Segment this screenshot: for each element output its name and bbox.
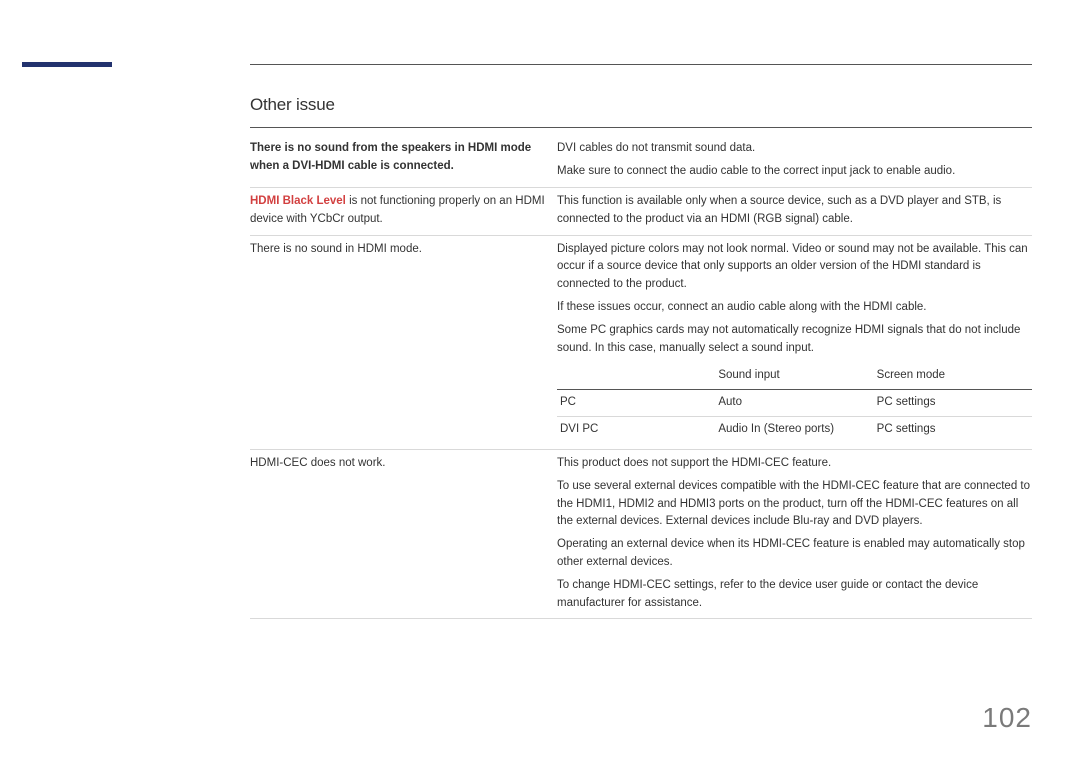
answer-cell: This function is available only when a s…	[557, 193, 1032, 229]
issue-text-highlight: HDMI Black Level	[250, 195, 346, 207]
answer-paragraph: To use several external devices compatib…	[557, 478, 1032, 531]
answer-paragraph: Displayed picture colors may not look no…	[557, 241, 1032, 294]
answer-cell: DVI cables do not transmit sound data. M…	[557, 140, 1032, 181]
table-row: PC Auto PC settings	[557, 390, 1032, 417]
table-cell: DVI PC	[557, 417, 715, 443]
answer-paragraph: This product does not support the HDMI-C…	[557, 455, 1032, 473]
table-cell: Audio In (Stereo ports)	[715, 417, 873, 443]
table-row: DVI PC Audio In (Stereo ports) PC settin…	[557, 417, 1032, 443]
issue-cell: HDMI Black Level is not functioning prop…	[250, 193, 557, 229]
issue-row: There is no sound in HDMI mode. Displaye…	[250, 236, 1032, 450]
issue-row: HDMI Black Level is not functioning prop…	[250, 188, 1032, 236]
issue-text: HDMI-CEC does not work.	[250, 457, 385, 469]
issue-row: There is no sound from the speakers in H…	[250, 135, 1032, 188]
table-cell: PC settings	[874, 417, 1032, 443]
content-area: Other issue There is no sound from the s…	[250, 92, 1032, 619]
answer-paragraph: Make sure to connect the audio cable to …	[557, 163, 1032, 181]
table-cell: PC	[557, 390, 715, 417]
table-header: Screen mode	[874, 363, 1032, 389]
answer-paragraph: To change HDMI-CEC settings, refer to th…	[557, 577, 1032, 613]
issue-cell: There is no sound in HDMI mode.	[250, 241, 557, 443]
section-title: Other issue	[250, 92, 1032, 118]
table-header: Sound input	[715, 363, 873, 389]
answer-paragraph: This function is available only when a s…	[557, 193, 1032, 229]
issue-row: HDMI-CEC does not work. This product doe…	[250, 450, 1032, 620]
answer-paragraph: Some PC graphics cards may not automatic…	[557, 322, 1032, 358]
table-cell: PC settings	[874, 390, 1032, 417]
answer-paragraph: DVI cables do not transmit sound data.	[557, 140, 1032, 158]
answer-cell: Displayed picture colors may not look no…	[557, 241, 1032, 443]
issue-text-bold: There is no sound from the speakers in H…	[250, 142, 531, 172]
answer-cell: This product does not support the HDMI-C…	[557, 455, 1032, 613]
table-header-row: Sound input Screen mode	[557, 363, 1032, 389]
table-cell: Auto	[715, 390, 873, 417]
accent-bar	[22, 62, 112, 67]
page-number: 102	[982, 696, 1032, 739]
top-rule	[250, 64, 1032, 65]
answer-paragraph: If these issues occur, connect an audio …	[557, 299, 1032, 317]
issue-cell: HDMI-CEC does not work.	[250, 455, 557, 613]
issue-text: There is no sound in HDMI mode.	[250, 243, 422, 255]
sound-input-table: Sound input Screen mode PC Auto PC setti…	[557, 363, 1032, 442]
section-rule	[250, 127, 1032, 128]
answer-paragraph: Operating an external device when its HD…	[557, 536, 1032, 572]
table-header	[557, 363, 715, 389]
issue-cell: There is no sound from the speakers in H…	[250, 140, 557, 181]
